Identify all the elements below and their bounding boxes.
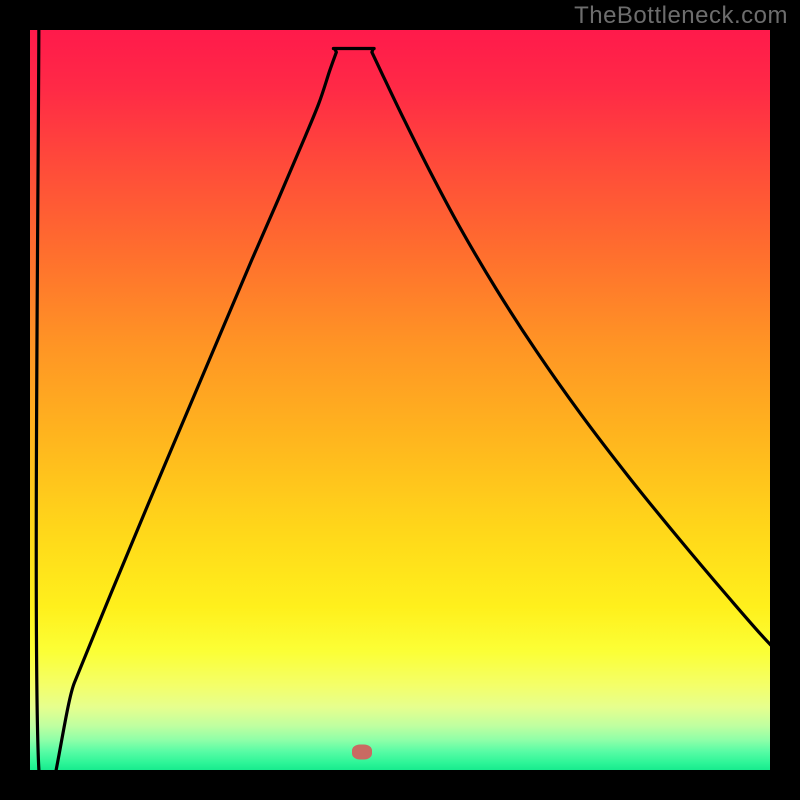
bottleneck-curve [30,30,770,770]
apex-marker [352,745,372,760]
plot-area [30,30,770,770]
watermark-text: TheBottleneck.com [574,2,788,30]
